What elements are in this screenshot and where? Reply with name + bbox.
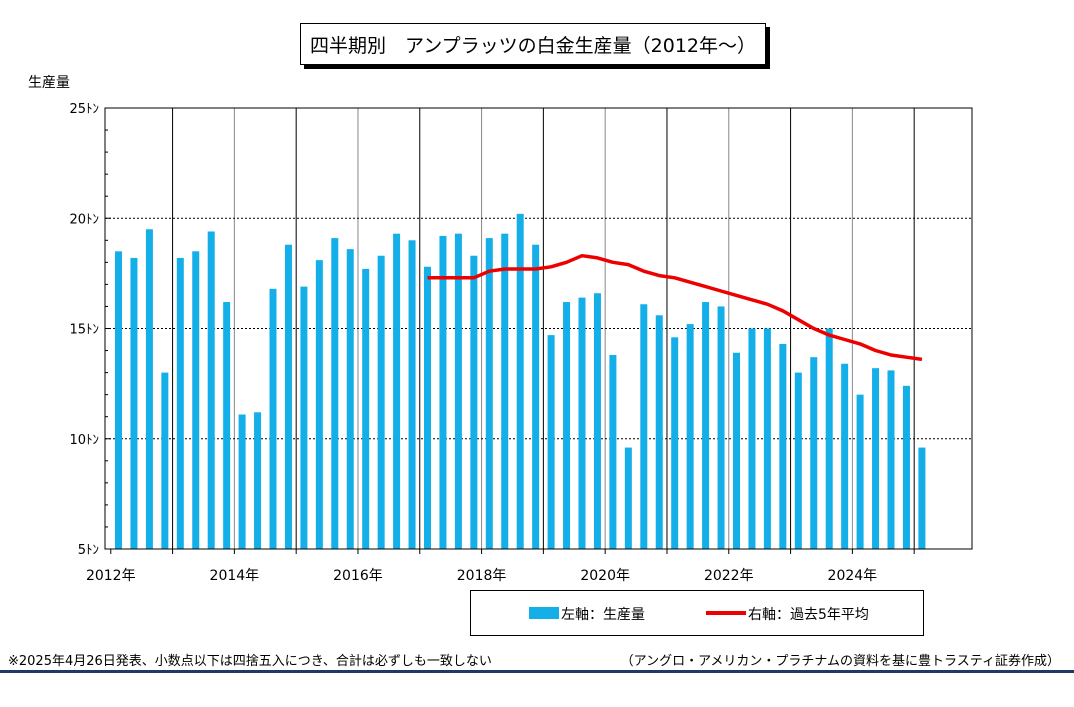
bar bbox=[578, 297, 586, 549]
bar bbox=[300, 286, 308, 549]
bar bbox=[501, 233, 509, 549]
bar bbox=[284, 244, 292, 549]
legend-bar-swatch bbox=[529, 607, 559, 619]
bar bbox=[532, 244, 540, 549]
bar bbox=[593, 293, 601, 549]
chart-title: 四半期別 アンプラッツの白金生産量（2012年～） bbox=[300, 23, 766, 65]
footer-divider bbox=[0, 670, 1074, 673]
bar bbox=[547, 335, 555, 549]
avg-line bbox=[427, 253, 923, 362]
bar bbox=[130, 257, 138, 549]
bar bbox=[223, 302, 231, 549]
legend: 左軸：生産量 右軸：過去5年平均 bbox=[470, 590, 924, 636]
legend-bar-label: 左軸：生産量 bbox=[561, 607, 645, 623]
bar bbox=[254, 412, 262, 549]
bar bbox=[115, 251, 122, 549]
bar bbox=[470, 255, 478, 550]
bar bbox=[161, 372, 169, 549]
chart-title-text: 四半期別 アンプラッツの白金生産量（2012年～） bbox=[309, 34, 757, 57]
bar bbox=[207, 231, 215, 550]
bar bbox=[841, 363, 849, 549]
bar bbox=[454, 233, 462, 549]
bar bbox=[609, 354, 617, 549]
y-tick-label: 10ﾄﾝ bbox=[69, 433, 99, 448]
x-tick-label: 2016年 bbox=[333, 568, 383, 584]
bar bbox=[810, 357, 818, 549]
bar bbox=[238, 414, 246, 549]
bar bbox=[346, 249, 354, 549]
y-tick-label: 20ﾄﾝ bbox=[69, 212, 99, 227]
source-note: （アングロ・アメリカン・プラチナムの資料を基に豊トラスティ証券作成） bbox=[620, 654, 1060, 669]
bar bbox=[485, 238, 493, 549]
bar bbox=[779, 343, 787, 549]
bar bbox=[439, 235, 447, 549]
bar bbox=[315, 260, 323, 549]
x-tick-label: 2012年 bbox=[86, 568, 136, 584]
bar bbox=[918, 447, 926, 549]
bar bbox=[563, 302, 571, 549]
bar bbox=[362, 268, 370, 549]
y-tick-label: 15ﾄﾝ bbox=[69, 323, 99, 338]
y-tick-label: 5ﾄﾝ bbox=[78, 543, 99, 558]
bar bbox=[733, 352, 740, 549]
bar bbox=[671, 337, 679, 549]
x-tick-label: 2018年 bbox=[457, 568, 507, 584]
bar bbox=[269, 288, 277, 549]
x-tick-label: 2014年 bbox=[210, 568, 260, 584]
bar bbox=[794, 372, 802, 549]
bar bbox=[763, 328, 771, 549]
bar bbox=[377, 255, 385, 550]
x-tick-label: 2022年 bbox=[704, 568, 754, 584]
bar bbox=[516, 213, 524, 549]
bar bbox=[856, 394, 864, 549]
bar bbox=[393, 233, 401, 549]
bar bbox=[408, 240, 416, 550]
bar bbox=[192, 251, 200, 549]
y-axis-label: 生産量 bbox=[28, 75, 70, 91]
x-tick-label: 2020年 bbox=[580, 568, 630, 584]
bar bbox=[640, 304, 648, 549]
legend-line-label: 右軸：過去5年平均 bbox=[748, 607, 869, 623]
bar bbox=[686, 324, 694, 549]
legend-line-swatch bbox=[706, 611, 746, 615]
x-tick-label: 2024年 bbox=[828, 568, 878, 584]
bar bbox=[702, 302, 710, 549]
bar bbox=[424, 266, 431, 549]
bar bbox=[887, 370, 895, 549]
y-tick-label: 25ﾄﾝ bbox=[69, 102, 99, 117]
bar bbox=[145, 229, 153, 549]
bar bbox=[825, 328, 833, 549]
bar bbox=[902, 385, 910, 549]
bar bbox=[176, 257, 184, 549]
bar bbox=[748, 328, 756, 549]
bar bbox=[331, 238, 339, 549]
bar bbox=[717, 306, 725, 549]
footnote: ※2025年4月26日発表、小数点以下は四捨五入につき、合計は必ずしも一致しない bbox=[8, 654, 492, 669]
bar bbox=[872, 368, 880, 549]
bar bbox=[624, 447, 632, 549]
bar bbox=[655, 315, 663, 549]
